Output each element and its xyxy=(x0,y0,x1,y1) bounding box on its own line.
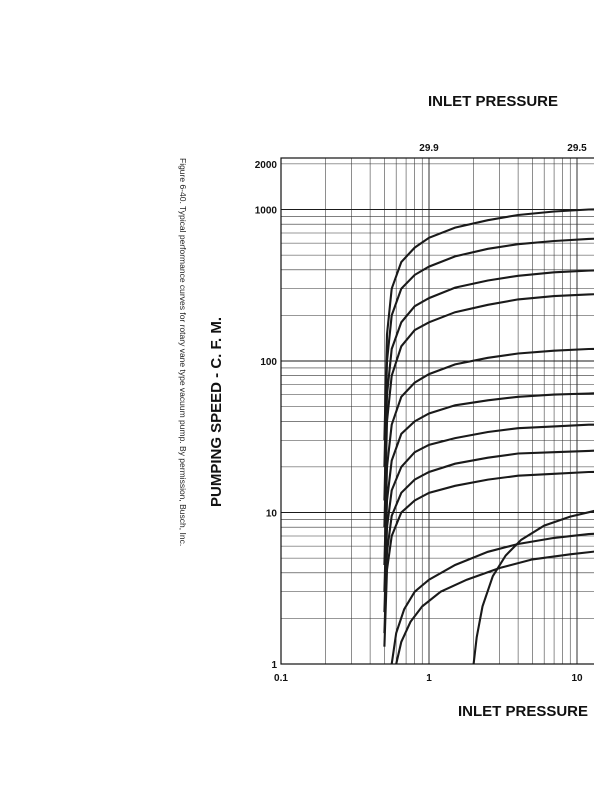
tick-labels: 1 10 100 1000 2000 0.1 1 10 29.9 29.5 xyxy=(255,143,587,684)
performance-curve-12 xyxy=(472,509,594,665)
performance-curve-2 xyxy=(383,237,594,467)
performance-curve-9 xyxy=(383,470,594,647)
performance-curve-5 xyxy=(383,347,594,566)
performance-curve-7 xyxy=(383,423,594,613)
y-tick-label: 2000 xyxy=(255,160,278,171)
chart-curves xyxy=(383,208,594,665)
performance-curve-8 xyxy=(383,449,594,634)
y-axis-label: PUMPING SPEED - C. F. M. xyxy=(208,317,225,507)
chart-grid xyxy=(280,158,594,665)
top-axis-title: INLET PRESSURE xyxy=(428,93,558,110)
top-tick-label: 29.5 xyxy=(567,143,587,154)
x-tick-label: 1 xyxy=(426,673,432,684)
performance-curve-6 xyxy=(383,392,594,592)
y-tick-label: 100 xyxy=(260,357,277,368)
performance-curve-11 xyxy=(395,550,594,665)
top-tick-label: 29.9 xyxy=(419,143,439,154)
y-tick-label: 10 xyxy=(266,509,278,520)
y-tick-label: 1000 xyxy=(255,206,278,217)
performance-curve-4 xyxy=(383,293,594,528)
plot-frame xyxy=(280,157,594,665)
figure-caption: Figure 6-40. Typical performance curves … xyxy=(178,158,188,546)
performance-curve-1 xyxy=(383,208,594,441)
x-tick-label: 10 xyxy=(571,673,583,684)
performance-curve-3 xyxy=(383,269,594,501)
bottom-axis-title: INLET PRESSURE xyxy=(458,703,588,720)
x-tick-label: 0.1 xyxy=(274,673,288,684)
y-tick-label: 1 xyxy=(271,660,277,671)
performance-curve-10 xyxy=(390,532,594,665)
